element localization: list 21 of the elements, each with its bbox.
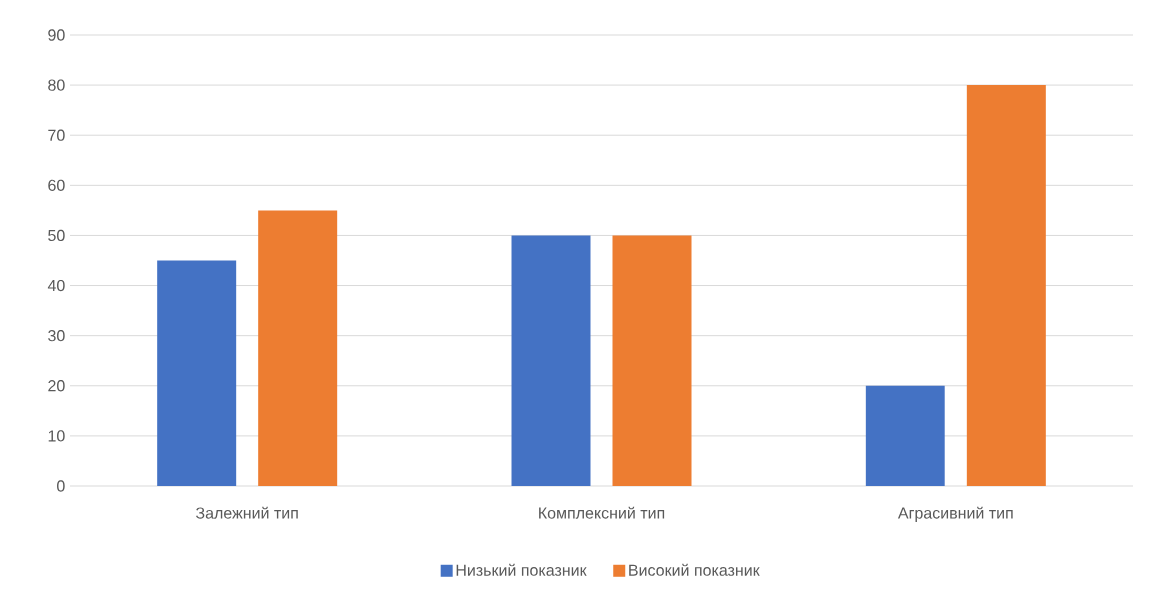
bar bbox=[865, 385, 945, 486]
y-tick-label: 10 bbox=[48, 430, 65, 442]
legend-label: Високий показник bbox=[629, 563, 760, 576]
y-tick-label: 80 bbox=[48, 79, 65, 91]
x-tick-label: Аграсивний тип bbox=[897, 506, 1013, 522]
bar bbox=[157, 260, 237, 486]
bar bbox=[612, 235, 692, 486]
y-tick-label: 70 bbox=[48, 129, 65, 141]
y-tick-label: 30 bbox=[48, 330, 65, 342]
x-tick-label: Комплексний тип bbox=[539, 506, 665, 519]
bar bbox=[258, 210, 338, 486]
y-tick-label: 40 bbox=[47, 279, 65, 292]
legend-label: Низький показник bbox=[456, 563, 587, 576]
bar bbox=[966, 85, 1046, 486]
x-tick-label: Залежний тип bbox=[195, 506, 298, 519]
y-tick-label: 60 bbox=[48, 179, 65, 191]
y-tick-label: 90 bbox=[48, 29, 65, 41]
y-tick-label: 0 bbox=[57, 480, 65, 492]
bar bbox=[511, 235, 591, 486]
y-tick-label: 50 bbox=[48, 229, 65, 242]
y-tick-label: 20 bbox=[48, 380, 65, 392]
